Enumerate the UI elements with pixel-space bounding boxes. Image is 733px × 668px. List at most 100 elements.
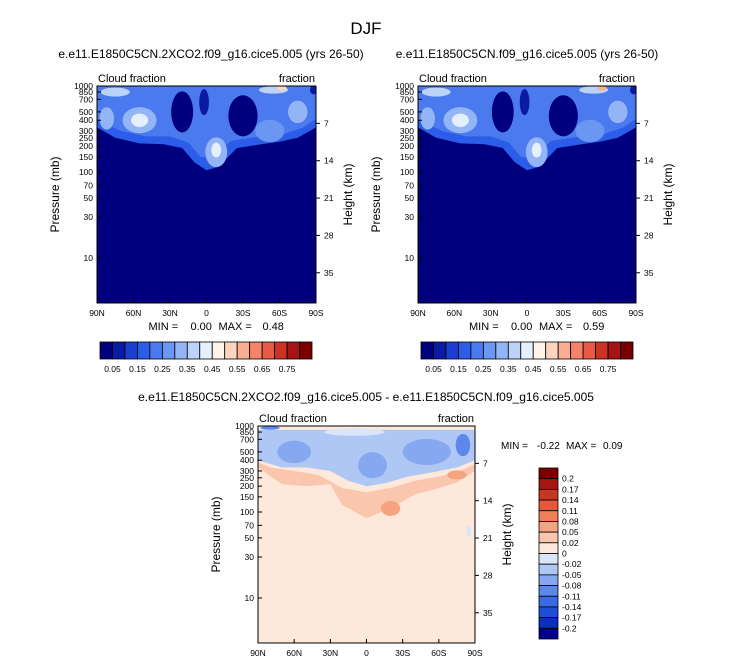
colorbar-box xyxy=(538,531,559,544)
y-tick-label: 10 xyxy=(405,253,415,263)
x-tick-label: 30S xyxy=(556,308,571,318)
colorbar-box xyxy=(199,341,213,360)
panel-title: e.e11.E1850C5CN.2XCO2.f09_g16.cice5.005 … xyxy=(138,390,594,404)
negative-region-sh xyxy=(402,438,451,465)
y-tick-label: 300 xyxy=(79,126,93,136)
dry-region-nh xyxy=(491,91,514,133)
y-tick-label: 70 xyxy=(84,180,94,190)
x-tick-label: 30S xyxy=(395,648,410,658)
y-tick-label: 250 xyxy=(240,473,254,483)
colorbar-box xyxy=(538,510,559,522)
colorbar-tick-label: 0.45 xyxy=(525,364,542,374)
min-label: MIN = xyxy=(501,441,528,452)
min-value: -0.22 xyxy=(537,441,560,452)
y-tick-label: 500 xyxy=(400,107,414,117)
positive-region-sh xyxy=(447,470,467,480)
y-tick-label: 200 xyxy=(400,141,414,151)
x-tick-label: 0 xyxy=(364,648,369,658)
cloud-region-sh-low-peak xyxy=(277,86,287,91)
colorbar-box xyxy=(520,341,534,360)
x-tick-label: 60N xyxy=(126,308,142,318)
y-tick-label: 50 xyxy=(84,193,94,203)
colorbar-box xyxy=(538,467,559,480)
cloud-region-sh-mid xyxy=(255,119,285,143)
y2-tick-label: 35 xyxy=(483,608,493,618)
y-tick-label: 850 xyxy=(400,87,414,97)
colorbar-tick-label: 0.35 xyxy=(500,364,517,374)
y-tick-label: 100 xyxy=(79,167,93,177)
y-tick-label: 30 xyxy=(405,212,415,222)
colorbar-box xyxy=(557,341,572,360)
cloud-region-sh-low-peak xyxy=(597,86,607,91)
colorbar-box xyxy=(570,341,584,360)
right-label: fraction xyxy=(438,413,474,425)
negative-region-nh xyxy=(277,440,312,464)
colorbar-tick-label: -0.08 xyxy=(562,581,582,591)
cloud-region-sh xyxy=(288,100,308,124)
x-tick-label: 90N xyxy=(89,308,105,318)
colorbar-box xyxy=(174,341,188,360)
colorbar-tick-label: 0.15 xyxy=(450,364,467,374)
contour-field xyxy=(418,86,636,303)
x-tick-label: 60N xyxy=(286,648,302,658)
y-tick-label: 400 xyxy=(240,455,254,465)
y2-tick-label: 28 xyxy=(324,230,334,240)
cloud-region-nh-pole xyxy=(99,107,115,130)
negative-region-surface xyxy=(260,426,280,430)
colorbar-box xyxy=(538,585,559,597)
min-label: MIN = xyxy=(469,321,499,333)
colorbar-tick-label: 0.75 xyxy=(279,364,296,374)
min-value: 0.00 xyxy=(191,321,212,333)
colorbar-box xyxy=(595,341,609,360)
y2-tick-label: 21 xyxy=(644,193,654,203)
y-tick-label: 30 xyxy=(84,212,94,222)
cloud-region-nh-low xyxy=(421,87,451,97)
cloud-region-nh-pole xyxy=(420,107,435,130)
max-label: MAX = xyxy=(219,321,252,333)
colorbar-box xyxy=(538,563,559,576)
y2-tick-label: 28 xyxy=(483,570,493,580)
colorbar-box xyxy=(545,341,559,360)
colorbar-box xyxy=(224,341,238,360)
colorbar-tick-label: 0.25 xyxy=(154,364,171,374)
colorbar-tick-label: -0.11 xyxy=(562,591,581,601)
left-label: Cloud fraction xyxy=(259,413,327,425)
panel-2: e.e11.E1850C5CN.f09_g16.cice5.005 (yrs 2… xyxy=(369,47,675,374)
colorbar-box xyxy=(299,341,313,360)
y2-tick-label: 7 xyxy=(644,118,649,128)
right-label: fraction xyxy=(599,73,635,85)
dry-region-sh xyxy=(548,95,578,137)
cloud-region-sh xyxy=(608,100,628,124)
y-tick-label: 700 xyxy=(240,434,254,444)
y-tick-label: 850 xyxy=(79,87,93,97)
colorbar-box xyxy=(538,574,559,586)
contour-field xyxy=(258,426,475,643)
colorbar-box xyxy=(482,341,497,360)
colorbar-box xyxy=(538,606,559,619)
colorbar-box xyxy=(538,478,559,490)
x-tick-label: 60S xyxy=(272,308,287,318)
colorbar-tick-label: 0.65 xyxy=(575,364,592,374)
y-tick-label: 300 xyxy=(400,126,414,136)
colorbar-box xyxy=(274,341,288,360)
colorbar-tick-label: 0.25 xyxy=(475,364,492,374)
y-tick-label: 1000 xyxy=(395,81,414,91)
colorbar-box xyxy=(538,617,559,629)
y-tick-label: 1000 xyxy=(74,81,93,91)
colorbar-tick-label: -0.05 xyxy=(562,570,582,580)
right-label: fraction xyxy=(279,73,315,85)
colorbar-tick-label: 0.11 xyxy=(562,506,578,516)
colorbar-box xyxy=(538,488,559,501)
colorbar-box xyxy=(538,521,559,533)
colorbar-tick-label: 0 xyxy=(562,549,567,559)
x-tick-label: 90S xyxy=(308,308,323,318)
y-tick-label: 300 xyxy=(240,466,254,476)
max-value: 0.09 xyxy=(603,441,623,452)
colorbar-box xyxy=(607,341,621,360)
y-tick-label: 400 xyxy=(79,115,93,125)
y-tick-label: 200 xyxy=(240,481,254,491)
y-tick-label: 500 xyxy=(240,447,254,457)
min-value: 0.00 xyxy=(511,321,532,333)
x-tick-label: 90N xyxy=(410,308,426,318)
